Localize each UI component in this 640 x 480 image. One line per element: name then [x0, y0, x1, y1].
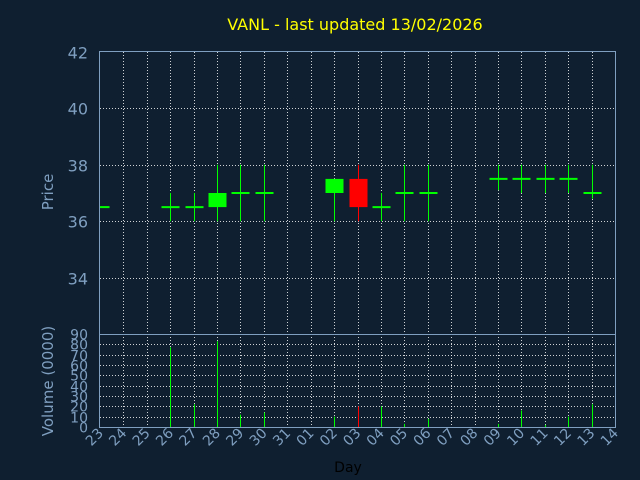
- candles: [100, 164, 602, 222]
- volume-grid: [100, 334, 615, 427]
- price-tick-label: 38: [68, 157, 88, 176]
- volume-tick-label: 10: [70, 411, 88, 427]
- volume-tick-label: 90: [70, 328, 88, 344]
- price-tick-labels: 34 36 38 40 42: [68, 44, 88, 289]
- price-tick-label: 34: [68, 270, 88, 289]
- volume-axis-label: Volume (0000): [39, 326, 57, 436]
- volume-tick-label: 20: [70, 400, 88, 416]
- price-tick-label: 42: [68, 44, 88, 63]
- volume-tick-label: 30: [70, 390, 88, 406]
- candle-body: [208, 193, 227, 208]
- volume-tick-label: 70: [70, 349, 88, 365]
- x-tick-labels: 23 24 25 26 27 28 29 30 31 01 02 03 04 05 06 07 08 09 10 11…: [83, 425, 622, 449]
- volume-tick-label: 50: [70, 369, 88, 385]
- candle-body: [349, 178, 368, 208]
- x-axis-label: Day: [334, 460, 362, 476]
- price-tick-label: 40: [68, 100, 88, 119]
- price-axis-label: Price: [39, 174, 57, 211]
- volume-tick-label: 80: [70, 338, 88, 354]
- volume-plot-frame: [99, 334, 616, 428]
- price-tick-label: 36: [68, 213, 88, 232]
- chart-title: VANL - last updated 13/02/2026: [227, 15, 482, 34]
- volume-bars: [170, 341, 593, 427]
- volume-tick-label: 0: [79, 421, 88, 437]
- volume-tick-label: 60: [70, 359, 88, 375]
- candle-body: [325, 178, 344, 193]
- volume-tick-label: 40: [70, 380, 88, 396]
